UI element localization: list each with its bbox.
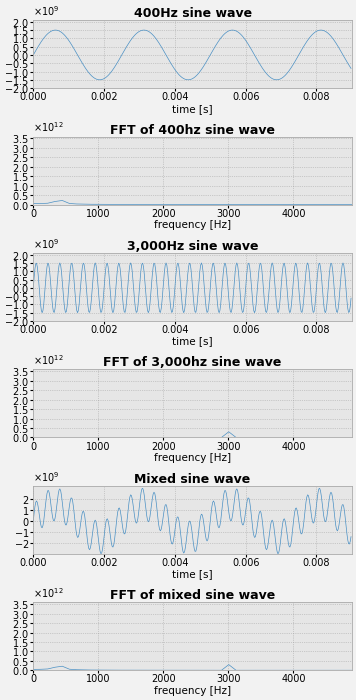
Title: 400Hz sine wave: 400Hz sine wave [134, 7, 252, 20]
X-axis label: time [s]: time [s] [172, 104, 213, 113]
Title: FFT of 3,000hz sine wave: FFT of 3,000hz sine wave [103, 356, 282, 370]
Title: FFT of 400hz sine wave: FFT of 400hz sine wave [110, 124, 275, 136]
X-axis label: frequency [Hz]: frequency [Hz] [154, 453, 231, 463]
X-axis label: frequency [Hz]: frequency [Hz] [154, 686, 231, 696]
Title: 3,000Hz sine wave: 3,000Hz sine wave [127, 240, 258, 253]
Title: Mixed sine wave: Mixed sine wave [135, 473, 251, 486]
X-axis label: time [s]: time [s] [172, 337, 213, 346]
Title: FFT of mixed sine wave: FFT of mixed sine wave [110, 589, 275, 602]
X-axis label: time [s]: time [s] [172, 569, 213, 580]
X-axis label: frequency [Hz]: frequency [Hz] [154, 220, 231, 230]
